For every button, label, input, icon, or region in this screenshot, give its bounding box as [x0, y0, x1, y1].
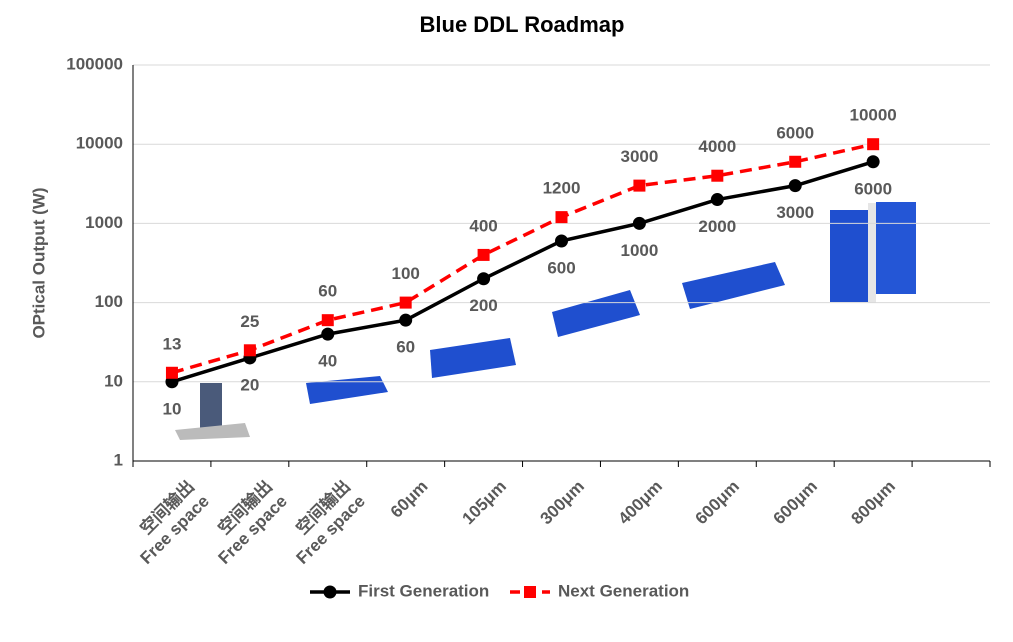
product-image	[868, 203, 876, 303]
marker	[789, 155, 802, 168]
data-label: 10000	[849, 106, 896, 125]
y-tick-label: 1000	[85, 213, 123, 232]
marker	[321, 327, 335, 341]
marker	[866, 155, 880, 169]
data-label: 6000	[854, 179, 892, 198]
marker	[555, 211, 568, 224]
data-label: 20	[240, 375, 259, 394]
data-label: 200	[469, 296, 497, 315]
y-tick-label: 10	[104, 371, 123, 390]
product-image	[175, 423, 250, 440]
data-label: 600	[547, 258, 575, 277]
marker	[555, 234, 568, 248]
y-axis-label: OPtical Output (W)	[29, 187, 48, 338]
marker	[477, 248, 490, 261]
marker	[788, 179, 802, 193]
data-label: 10	[162, 399, 181, 418]
marker	[165, 366, 178, 379]
legend-label: Next Generation	[558, 581, 689, 600]
y-tick-label: 10000	[76, 134, 123, 153]
marker	[321, 314, 334, 327]
legend-marker	[524, 586, 536, 598]
y-tick-label: 100	[95, 292, 123, 311]
marker	[399, 296, 412, 309]
marker	[867, 138, 880, 151]
data-label: 1200	[543, 179, 581, 198]
legend-marker	[323, 585, 337, 599]
marker	[633, 179, 646, 192]
marker	[632, 216, 646, 230]
data-label: 4000	[698, 137, 736, 156]
marker	[243, 344, 256, 357]
data-label: 1000	[620, 241, 658, 260]
marker	[477, 272, 491, 286]
marker	[711, 169, 724, 182]
product-image	[552, 290, 640, 337]
legend-label: First Generation	[358, 581, 489, 600]
data-label: 25	[240, 312, 259, 331]
series-line	[171, 142, 874, 375]
data-label: 400	[469, 216, 497, 235]
data-label: 13	[162, 334, 181, 353]
y-tick-label: 100000	[66, 54, 123, 73]
product-image	[306, 376, 388, 404]
data-label: 3000	[776, 203, 814, 222]
data-label: 60	[318, 282, 337, 301]
product-image	[682, 262, 785, 309]
product-image	[876, 202, 916, 294]
product-images	[175, 202, 916, 440]
data-label: 3000	[620, 147, 658, 166]
y-tick-label: 1	[114, 450, 123, 469]
data-label: 100	[391, 264, 419, 283]
product-image	[830, 210, 870, 302]
data-label: 60	[396, 338, 415, 357]
data-label: 6000	[776, 123, 814, 142]
marker	[399, 313, 413, 327]
data-label: 40	[318, 352, 337, 371]
product-image	[200, 383, 222, 428]
series-line	[171, 160, 874, 384]
chart-title: Blue DDL Roadmap	[420, 12, 625, 37]
data-label: 2000	[698, 217, 736, 236]
marker	[710, 193, 724, 207]
product-image	[430, 338, 516, 378]
